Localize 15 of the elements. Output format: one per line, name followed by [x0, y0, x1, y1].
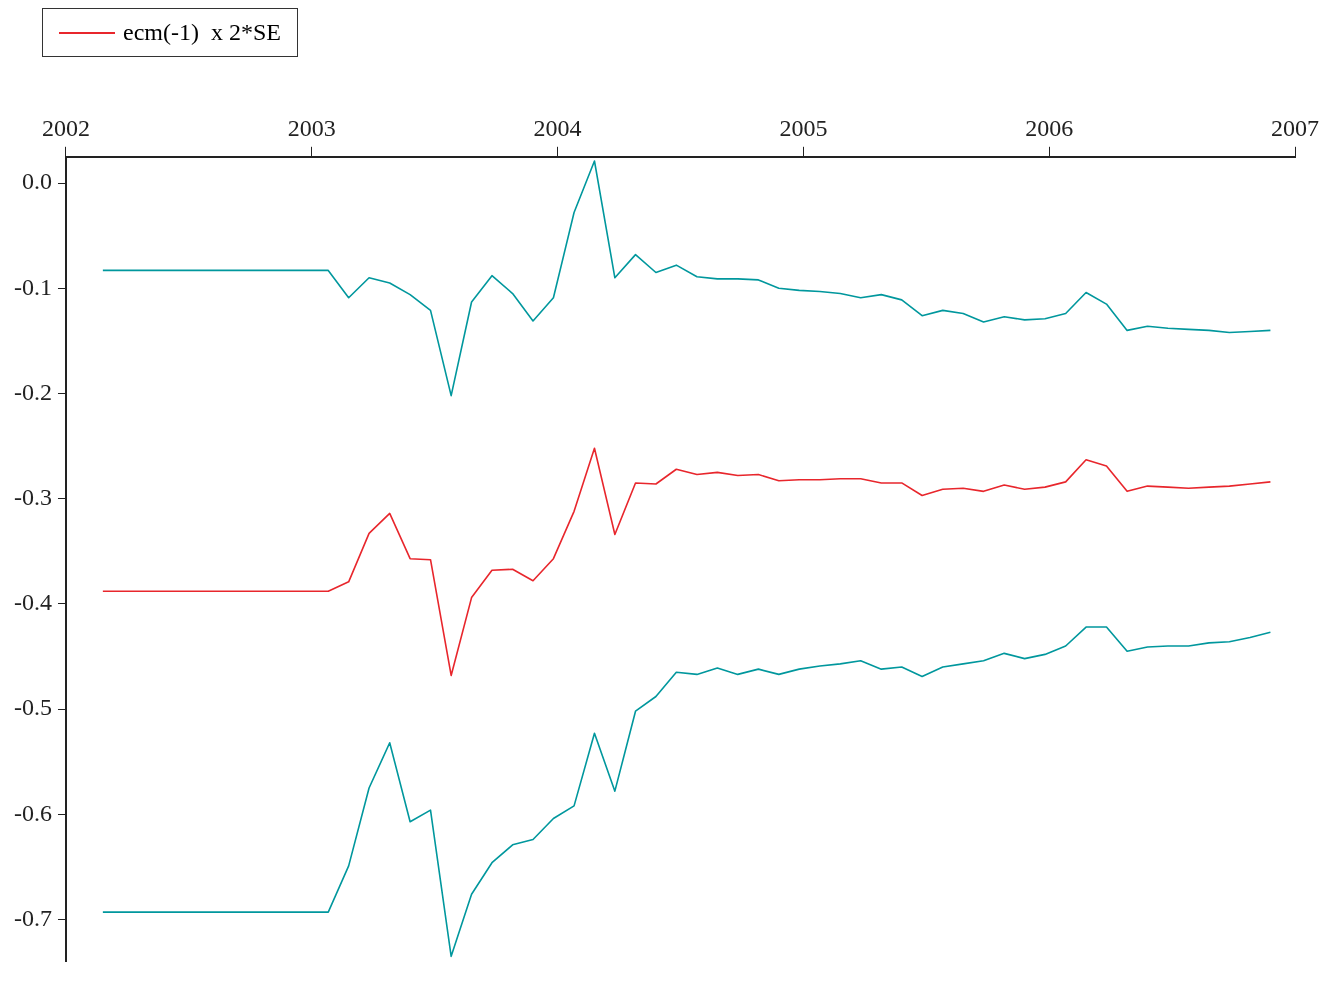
x-tick-label: 2002: [41, 114, 90, 141]
y-tick-label: -0.4: [13, 589, 52, 616]
y-tick-label: -0.2: [13, 378, 52, 405]
y-tick-label: -0.6: [13, 799, 52, 826]
y-tick-label: -0.5: [13, 694, 52, 721]
y-tick-label: -0.7: [13, 904, 52, 931]
x-tick-label: 2005: [779, 114, 828, 141]
x-tick-label: 2006: [1025, 114, 1074, 141]
x-tick-label: 2003: [287, 114, 336, 141]
y-tick-label: -0.3: [13, 484, 52, 511]
legend-label: ecm(-1) x 2*SE: [123, 19, 281, 46]
y-tick-label: 0.0: [21, 168, 52, 195]
x-tick-label: 2004: [533, 114, 582, 141]
y-tick-label: -0.1: [13, 273, 52, 300]
x-tick-label: 2007: [1271, 114, 1319, 141]
